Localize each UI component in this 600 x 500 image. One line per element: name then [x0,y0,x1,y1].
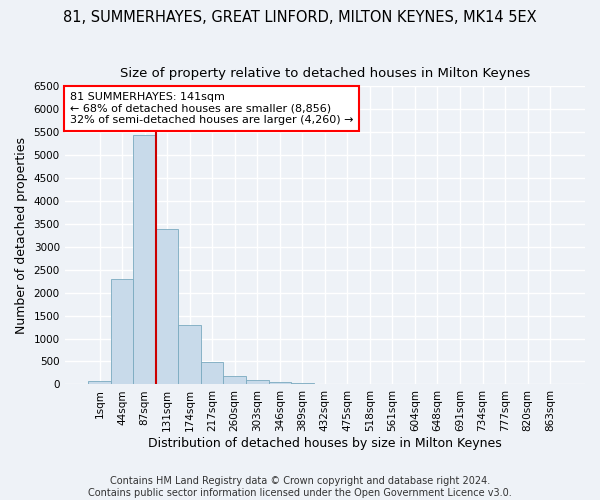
Bar [291,383,314,384]
Title: Size of property relative to detached houses in Milton Keynes: Size of property relative to detached ho… [120,68,530,80]
Bar [246,380,269,384]
Bar [88,381,111,384]
Bar [223,376,246,384]
Bar [111,280,133,384]
Text: Contains HM Land Registry data © Crown copyright and database right 2024.
Contai: Contains HM Land Registry data © Crown c… [88,476,512,498]
Bar [133,135,156,384]
Bar [156,229,178,384]
Bar [178,325,201,384]
X-axis label: Distribution of detached houses by size in Milton Keynes: Distribution of detached houses by size … [148,437,502,450]
Y-axis label: Number of detached properties: Number of detached properties [15,136,28,334]
Bar [201,362,223,384]
Text: 81, SUMMERHAYES, GREAT LINFORD, MILTON KEYNES, MK14 5EX: 81, SUMMERHAYES, GREAT LINFORD, MILTON K… [63,10,537,25]
Text: 81 SUMMERHAYES: 141sqm
← 68% of detached houses are smaller (8,856)
32% of semi-: 81 SUMMERHAYES: 141sqm ← 68% of detached… [70,92,353,125]
Bar [269,382,291,384]
